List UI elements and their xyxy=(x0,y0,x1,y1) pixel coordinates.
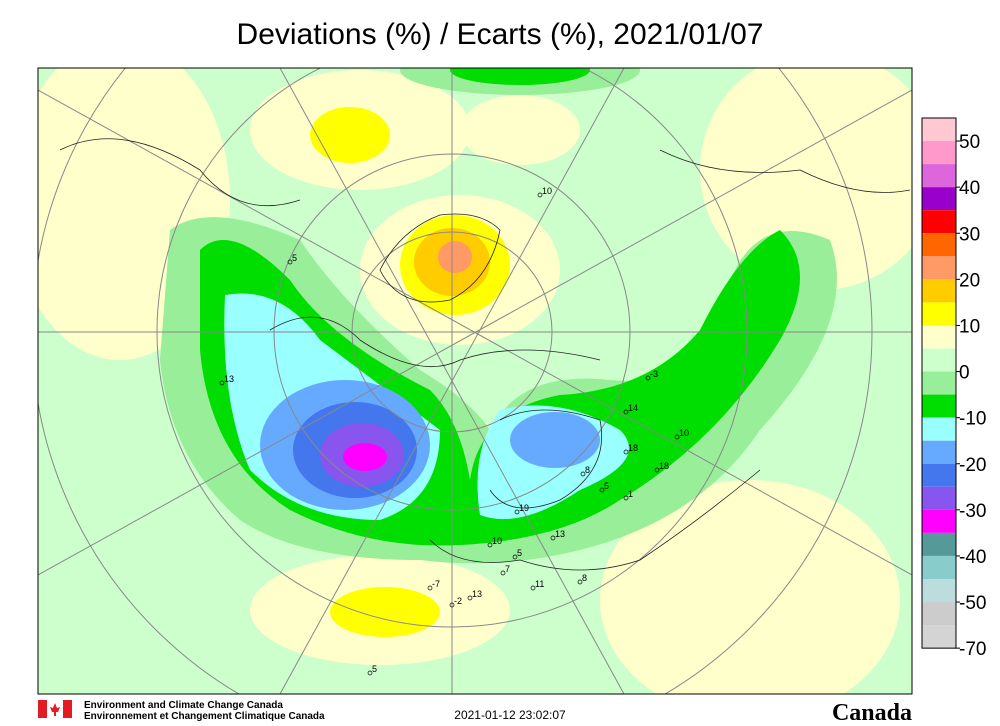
color-band xyxy=(922,210,956,234)
footer: Environment and Climate Change Canada En… xyxy=(38,700,912,726)
station-label: 13 xyxy=(555,529,565,539)
station-marker xyxy=(537,192,543,198)
station-label: -2 xyxy=(454,596,462,606)
colorbar-label: -50 xyxy=(959,593,986,614)
agency-fr: Environnement et Changement Climatique C… xyxy=(84,711,325,722)
color-band xyxy=(922,164,956,188)
station-label: 8 xyxy=(585,465,590,475)
station-label: 10 xyxy=(542,186,552,196)
station-label: -3 xyxy=(650,369,658,379)
station-marker xyxy=(287,259,293,265)
colorbar-label: -20 xyxy=(959,455,986,476)
timestamp: 2021-01-12 23:02:07 xyxy=(454,708,566,722)
color-band xyxy=(922,141,956,165)
color-band xyxy=(922,394,956,418)
station-marker xyxy=(514,509,520,515)
colorbar-label: -10 xyxy=(959,409,986,430)
colorbar-label: -30 xyxy=(959,501,986,522)
colorbar-label: 20 xyxy=(959,270,980,291)
colorbar-label: 30 xyxy=(959,224,980,245)
station-label: 7 xyxy=(505,564,510,574)
station-marker xyxy=(487,542,493,548)
station-marker xyxy=(623,495,629,501)
station-marker xyxy=(367,670,373,676)
color-band xyxy=(922,371,956,395)
color-band xyxy=(922,279,956,303)
color-band xyxy=(922,118,956,142)
station-marker xyxy=(623,409,629,415)
station-marker xyxy=(654,467,660,473)
color-band xyxy=(922,463,956,487)
station-marker xyxy=(512,554,518,560)
station-label: 5 xyxy=(292,253,297,263)
colorbar-label: 0 xyxy=(959,363,970,384)
colorbar-label: 50 xyxy=(959,132,980,153)
wordmark: Canada xyxy=(832,700,912,726)
colorbar-label: -70 xyxy=(959,639,986,660)
station-label: 14 xyxy=(628,403,638,413)
color-band xyxy=(922,325,956,349)
color-band xyxy=(922,602,956,626)
color-band xyxy=(922,187,956,211)
color-band xyxy=(922,486,956,510)
color-band xyxy=(922,579,956,603)
station-label: 5 xyxy=(604,481,609,491)
color-band xyxy=(922,509,956,533)
station-marker xyxy=(580,471,586,477)
station-marker xyxy=(449,602,455,608)
station-label: 19 xyxy=(519,503,529,513)
station-label: 5 xyxy=(517,548,522,558)
colorbar-label: -40 xyxy=(959,547,986,568)
color-band xyxy=(922,348,956,372)
color-band xyxy=(922,440,956,464)
agency-en: Environment and Climate Change Canada xyxy=(84,700,283,711)
station-label: 10 xyxy=(492,536,502,546)
color-band xyxy=(922,532,956,556)
color-band xyxy=(922,417,956,441)
colorbar-label: 10 xyxy=(959,316,980,337)
station-label: 8 xyxy=(582,573,587,583)
station-label: 18 xyxy=(628,443,638,453)
station-marker xyxy=(599,487,605,493)
station-label: 18 xyxy=(659,461,669,471)
map xyxy=(38,68,912,694)
station-marker xyxy=(530,585,536,591)
title: Deviations (%) / Ecarts (%), 2021/01/07 xyxy=(237,18,764,51)
station-label: 1 xyxy=(628,489,633,499)
station-labels: 10 5 13 -3 14 10 18 18 8 5 1 19 10 5 13 7 11 8 -2 13 -7 5 xyxy=(219,186,689,676)
station-label: 5 xyxy=(372,664,377,674)
station-marker xyxy=(674,434,680,440)
colorbar-label: 40 xyxy=(959,178,980,199)
station-marker xyxy=(623,449,629,455)
station-marker xyxy=(500,570,506,576)
colorbar: 50 40 30 20 10 0 -10 -20 -30 -40 -50 -70 xyxy=(921,117,986,660)
color-band xyxy=(922,555,956,579)
station-marker xyxy=(427,585,433,591)
station-marker xyxy=(467,595,473,601)
station-label: 11 xyxy=(535,579,544,589)
colorbar-frame xyxy=(921,117,957,649)
station-label: 13 xyxy=(472,589,482,599)
station-marker xyxy=(645,375,651,381)
color-band xyxy=(922,233,956,257)
station-marker xyxy=(577,579,583,585)
color-band xyxy=(922,302,956,326)
station-marker xyxy=(219,380,225,386)
station-label: 13 xyxy=(224,374,234,384)
station-marker xyxy=(550,535,556,541)
station-label: 10 xyxy=(679,428,689,438)
color-band xyxy=(922,625,956,649)
station-label: -7 xyxy=(432,579,440,589)
map-frame xyxy=(37,67,913,695)
color-band xyxy=(922,256,956,280)
